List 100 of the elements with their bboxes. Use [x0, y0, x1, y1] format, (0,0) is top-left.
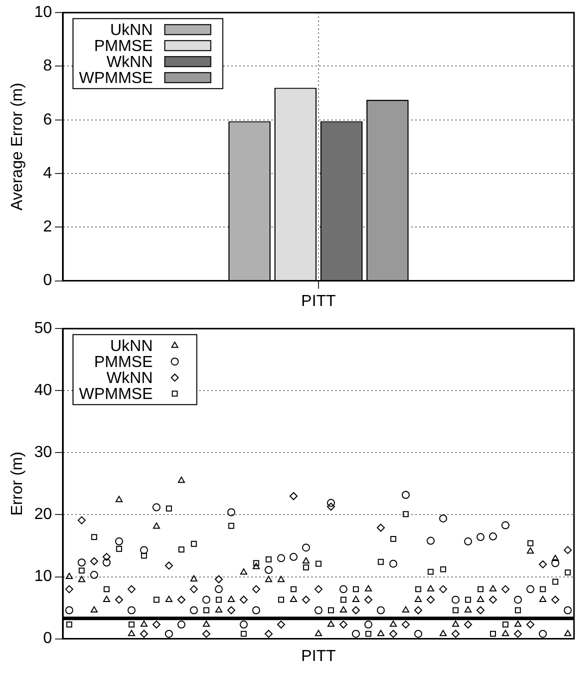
point: [364, 585, 372, 592]
y-tick-label: 2: [43, 218, 52, 236]
point: [66, 622, 72, 628]
point: [376, 606, 385, 614]
point: [240, 630, 247, 637]
y-tick-label: 8: [43, 58, 52, 75]
point: [128, 606, 136, 614]
point: [514, 596, 522, 604]
point: [216, 596, 222, 603]
point: [214, 585, 223, 594]
point: [240, 568, 248, 575]
point: [65, 606, 74, 614]
point: [352, 630, 360, 638]
point: [164, 630, 173, 638]
legend-label: PMMSE: [94, 354, 153, 372]
point: [264, 630, 273, 638]
point: [452, 620, 460, 627]
point: [488, 596, 497, 604]
point: [240, 620, 248, 629]
point: [252, 562, 260, 570]
point: [302, 557, 310, 564]
point: [115, 596, 124, 604]
point: [378, 558, 384, 565]
point: [464, 537, 472, 546]
point: [376, 524, 385, 532]
point: [190, 540, 197, 547]
x-axis-title: PITT: [301, 648, 336, 665]
point: [464, 620, 472, 629]
point: [426, 596, 435, 604]
point: [278, 596, 284, 603]
point: [526, 585, 534, 594]
legend-label: WkNN: [106, 54, 153, 72]
y-tick-label: 0: [43, 272, 52, 290]
point: [128, 585, 136, 594]
point: [302, 544, 310, 552]
point: [478, 586, 484, 592]
point: [551, 559, 560, 568]
point: [377, 630, 384, 636]
point: [439, 514, 448, 522]
point: [564, 630, 572, 636]
point: [128, 622, 135, 628]
point: [328, 607, 334, 614]
point: [488, 532, 497, 540]
point: [278, 576, 285, 582]
point: [164, 562, 173, 570]
point: [440, 566, 446, 572]
point: [339, 585, 348, 594]
point: [290, 596, 298, 602]
legend-label: UkNN: [110, 338, 153, 356]
point: [502, 630, 509, 636]
point: [128, 630, 136, 636]
point: [402, 490, 410, 499]
point: [203, 607, 210, 614]
point: [539, 596, 546, 602]
point: [452, 596, 460, 604]
point: [476, 606, 485, 614]
point: [227, 606, 236, 614]
point: [177, 620, 186, 629]
point: [277, 620, 286, 629]
point: [202, 596, 210, 604]
legend-label: PMMSE: [94, 38, 153, 56]
point: [389, 560, 398, 568]
point: [78, 558, 86, 566]
point: [526, 547, 534, 554]
point: [140, 546, 148, 554]
point: [415, 586, 422, 592]
point: [265, 576, 272, 582]
point: [190, 575, 198, 582]
point: [90, 557, 98, 566]
point: [177, 596, 186, 604]
point: [402, 606, 410, 613]
point: [152, 503, 160, 512]
point: [190, 606, 198, 614]
point: [552, 554, 559, 562]
point: [414, 606, 422, 614]
y-tick-label: 40: [34, 382, 52, 400]
point: [78, 516, 86, 524]
point: [476, 533, 485, 542]
point: [202, 620, 210, 627]
point: [540, 586, 546, 592]
y-tick-label: 20: [34, 506, 52, 524]
y-axis-title: Average Error (m): [9, 82, 26, 211]
point: [228, 596, 235, 602]
point: [141, 552, 147, 559]
point: [91, 534, 98, 540]
point: [564, 606, 572, 614]
point: [428, 568, 434, 575]
point: [465, 596, 472, 603]
point: [390, 620, 397, 627]
point: [78, 568, 85, 574]
point: [514, 607, 521, 614]
point: [65, 585, 74, 594]
point: [526, 620, 534, 629]
point: [476, 596, 484, 602]
point: [552, 578, 558, 585]
point: [303, 564, 310, 570]
point: [277, 554, 286, 562]
point: [390, 536, 396, 542]
point: [314, 585, 322, 594]
point: [564, 546, 572, 554]
